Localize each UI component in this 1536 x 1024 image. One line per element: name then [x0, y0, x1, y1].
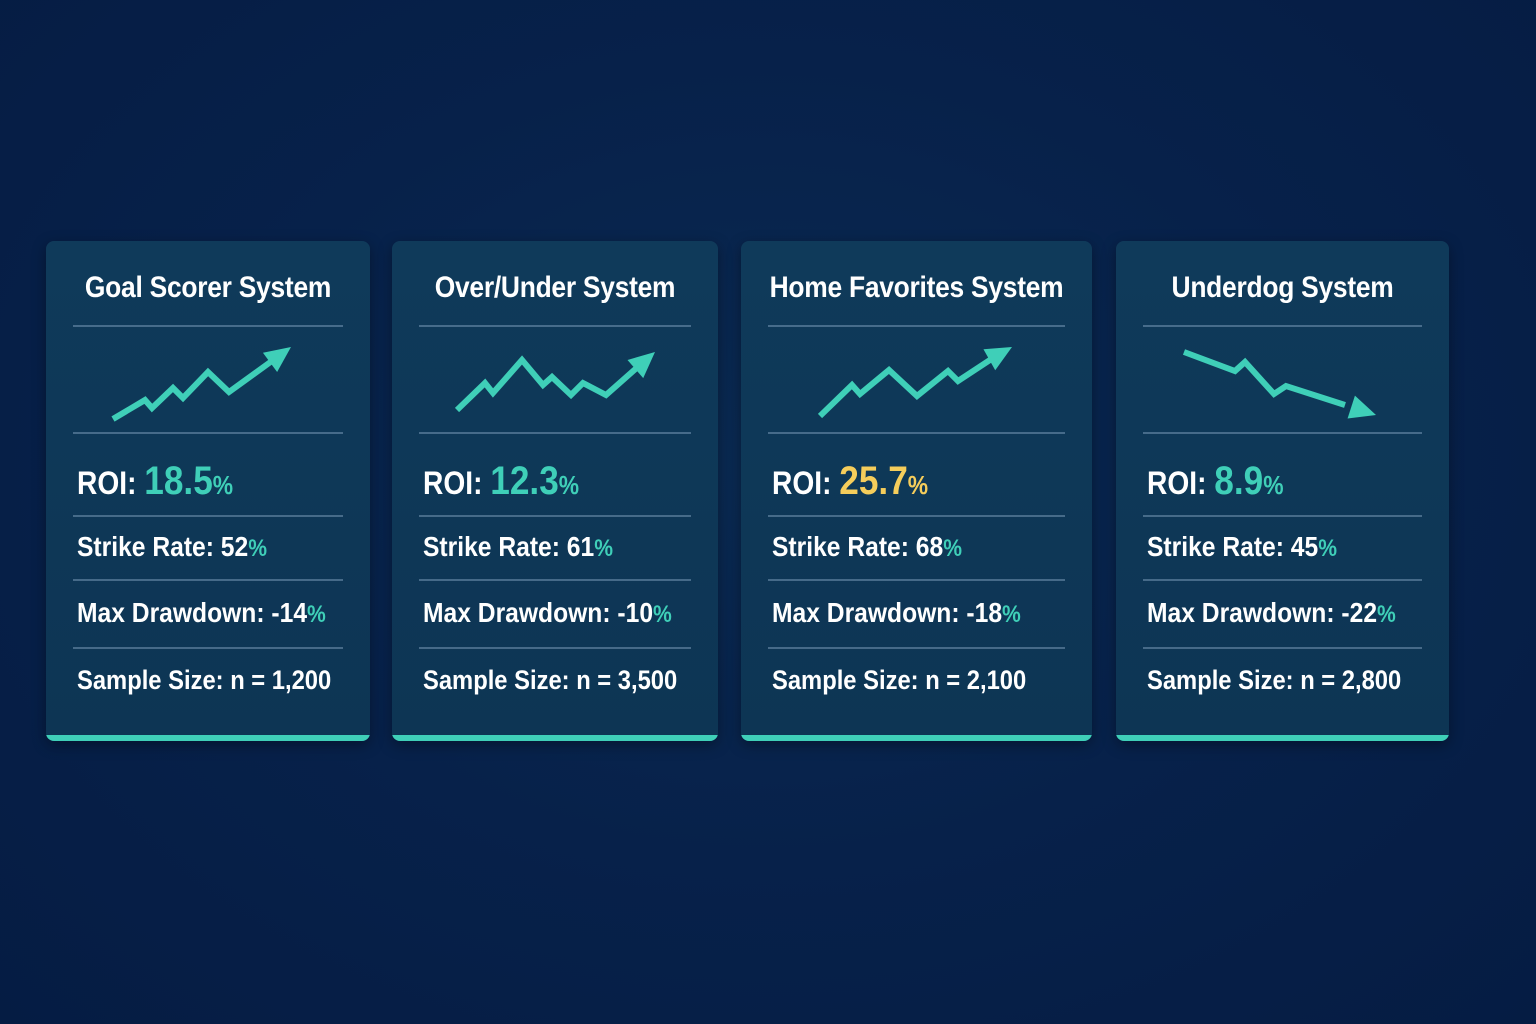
divider: [73, 432, 343, 434]
accent-bar: [1116, 735, 1449, 741]
drawdown-value: -10: [617, 597, 654, 628]
drawdown-value: -22: [1341, 597, 1378, 628]
roi-unit: %: [1263, 470, 1284, 500]
roi-unit: %: [558, 470, 580, 500]
accent-bar: [741, 735, 1092, 741]
divider: [73, 325, 343, 327]
strike-label: Strike Rate:: [1147, 531, 1284, 562]
roi-row: ROI: 18.5%: [77, 459, 233, 504]
roi-label: ROI:: [77, 465, 137, 501]
card-title: Underdog System: [1171, 271, 1394, 304]
strike-unit: %: [248, 535, 267, 562]
strike-label: Strike Rate:: [423, 531, 560, 562]
sample-size-row: Sample Size: n = 2,100: [772, 665, 1026, 696]
drawdown-label: Max Drawdown:: [77, 597, 265, 628]
strike-rate-row: Strike Rate: 52%: [77, 531, 267, 563]
roi-row: ROI: 8.9%: [1147, 459, 1284, 504]
system-card: Home Favorites System ROI: 25.7% Strike …: [741, 241, 1092, 741]
sample-label: Sample Size:: [772, 665, 919, 695]
roi-unit: %: [907, 470, 929, 500]
accent-bar: [392, 735, 718, 741]
strike-label: Strike Rate:: [772, 531, 909, 562]
drawdown-unit: %: [1002, 601, 1021, 628]
drawdown-unit: %: [653, 601, 672, 628]
strike-unit: %: [1318, 535, 1337, 562]
card-title: Home Favorites System: [769, 271, 1064, 304]
divider: [73, 647, 343, 649]
divider: [768, 647, 1065, 649]
divider: [1143, 647, 1422, 649]
sample-label: Sample Size:: [1147, 665, 1294, 695]
drawdown-row: Max Drawdown: -18%: [772, 597, 1021, 629]
roi-value: 25.7: [839, 459, 908, 503]
divider: [1143, 579, 1422, 581]
sample-size-row: Sample Size: n = 3,500: [423, 665, 677, 696]
strike-value: 68: [915, 531, 944, 562]
strike-unit: %: [943, 535, 962, 562]
sample-label: Sample Size:: [423, 665, 570, 695]
roi-value: 12.3: [490, 459, 559, 503]
accent-bar: [46, 735, 370, 741]
divider: [768, 432, 1065, 434]
sample-size-row: Sample Size: n = 1,200: [77, 665, 331, 696]
drawdown-row: Max Drawdown: -22%: [1147, 597, 1396, 629]
divider: [419, 432, 691, 434]
roi-label: ROI:: [772, 465, 832, 501]
strike-rate-row: Strike Rate: 68%: [772, 531, 962, 563]
system-card: Over/Under System ROI: 12.3% Strike Rate…: [392, 241, 718, 741]
roi-row: ROI: 12.3%: [423, 459, 579, 504]
system-card: Goal Scorer System ROI: 18.5% Strike Rat…: [46, 241, 370, 741]
divider: [419, 325, 691, 327]
divider: [73, 515, 343, 517]
drawdown-row: Max Drawdown: -10%: [423, 597, 672, 629]
strike-rate-row: Strike Rate: 61%: [423, 531, 613, 563]
drawdown-label: Max Drawdown:: [1147, 597, 1335, 628]
divider: [1143, 325, 1422, 327]
divider: [1143, 515, 1422, 517]
drawdown-label: Max Drawdown:: [423, 597, 611, 628]
drawdown-unit: %: [1377, 601, 1396, 628]
divider: [768, 515, 1065, 517]
divider: [419, 647, 691, 649]
drawdown-label: Max Drawdown:: [772, 597, 960, 628]
drawdown-value: -18: [966, 597, 1003, 628]
card-title: Over/Under System: [434, 271, 676, 304]
divider: [768, 579, 1065, 581]
sample-value: n = 2,100: [925, 665, 1027, 695]
divider: [1143, 432, 1422, 434]
drawdown-row: Max Drawdown: -14%: [77, 597, 326, 629]
sample-value: n = 1,200: [230, 665, 332, 695]
card-title: Goal Scorer System: [84, 271, 332, 304]
strike-value: 61: [566, 531, 595, 562]
drawdown-unit: %: [307, 601, 326, 628]
roi-label: ROI:: [1147, 465, 1207, 501]
drawdown-value: -14: [271, 597, 308, 628]
divider: [419, 515, 691, 517]
roi-unit: %: [212, 470, 234, 500]
strike-value: 45: [1290, 531, 1319, 562]
divider: [73, 579, 343, 581]
sample-value: n = 3,500: [576, 665, 678, 695]
system-card: Underdog System ROI: 8.9% Strike Rate: 4…: [1116, 241, 1449, 741]
divider: [419, 579, 691, 581]
strike-rate-row: Strike Rate: 45%: [1147, 531, 1337, 563]
sample-size-row: Sample Size: n = 2,800: [1147, 665, 1401, 696]
strike-label: Strike Rate:: [77, 531, 214, 562]
divider: [768, 325, 1065, 327]
roi-row: ROI: 25.7%: [772, 459, 928, 504]
sample-label: Sample Size:: [77, 665, 224, 695]
roi-value: 18.5: [144, 459, 213, 503]
strike-unit: %: [594, 535, 613, 562]
strike-value: 52: [220, 531, 249, 562]
roi-label: ROI:: [423, 465, 483, 501]
sample-value: n = 2,800: [1300, 665, 1402, 695]
roi-value: 8.9: [1214, 459, 1264, 503]
